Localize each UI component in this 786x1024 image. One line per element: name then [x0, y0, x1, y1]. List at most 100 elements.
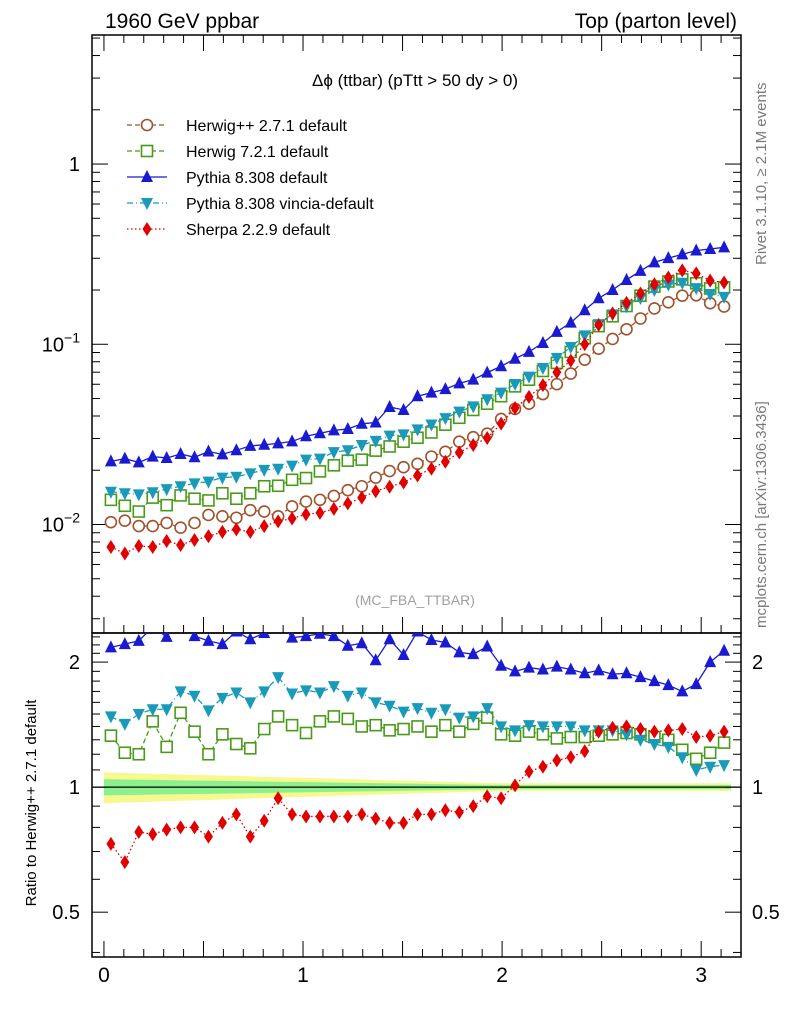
- data-point: [174, 447, 187, 460]
- data-point: [146, 519, 160, 533]
- ratio-data-point: [313, 687, 326, 700]
- data-point: [343, 496, 353, 511]
- main-y-tick-label: 10−2: [42, 509, 80, 536]
- data-point: [411, 457, 424, 471]
- ratio-data-point: [104, 711, 117, 724]
- ratio-y-tick-label: 0.5: [52, 902, 80, 924]
- ratio-data-point: [299, 726, 313, 740]
- data-point: [230, 492, 243, 506]
- ratio-data-point: [717, 736, 731, 749]
- ratio-data-point: [369, 697, 382, 710]
- header-process-label: Top (parton level): [575, 10, 737, 33]
- ratio-data-point: [300, 685, 313, 698]
- data-point: [329, 501, 339, 516]
- data-point: [510, 400, 520, 415]
- data-point: [719, 275, 729, 290]
- ratio-data-point: [383, 700, 396, 713]
- ratio-y-tick-label-right: 0.5: [752, 902, 780, 924]
- data-point: [341, 421, 354, 434]
- data-point: [592, 291, 605, 304]
- ratio-data-point: [357, 807, 367, 822]
- ratio-data-point: [134, 824, 144, 839]
- data-point: [676, 247, 689, 260]
- ratio-data-point: [190, 820, 200, 835]
- ratio-data-point: [132, 747, 146, 761]
- ratio-data-point: [677, 722, 687, 737]
- data-point: [675, 289, 689, 302]
- ratio-data-point: [690, 677, 703, 690]
- data-point: [648, 255, 661, 268]
- data-point: [132, 505, 146, 518]
- ratio-data-point: [622, 719, 632, 734]
- ratio-data-point: [341, 712, 355, 726]
- ratio-data-point: [704, 655, 717, 668]
- data-point: [648, 302, 661, 315]
- data-point: [495, 387, 508, 400]
- data-point: [369, 435, 382, 448]
- data-point: [705, 273, 715, 288]
- data-point: [411, 389, 424, 402]
- data-point: [162, 533, 172, 548]
- ratio-data-point: [245, 829, 255, 844]
- data-point: [299, 495, 313, 508]
- data-point: [439, 413, 452, 426]
- ratio-data-point: [522, 660, 535, 673]
- data-point: [662, 251, 675, 264]
- data-point: [299, 471, 313, 485]
- ratio-data-point: [162, 822, 172, 837]
- ratio-data-point: [258, 686, 271, 699]
- data-point: [677, 263, 687, 278]
- data-point: [397, 460, 410, 474]
- data-point: [453, 376, 466, 389]
- data-point: [355, 416, 368, 429]
- data-point: [522, 344, 535, 357]
- data-point: [718, 291, 731, 304]
- ratio-data-point: [371, 811, 381, 826]
- ratio-data-point: [399, 815, 409, 830]
- data-point: [244, 468, 257, 481]
- ratio-data-point: [301, 809, 311, 824]
- data-point: [564, 342, 577, 355]
- data-point: [188, 450, 201, 463]
- data-point: [327, 489, 341, 503]
- data-point: [132, 519, 146, 533]
- ratio-data-point: [522, 720, 535, 733]
- data-point: [634, 312, 647, 325]
- data-point: [257, 505, 271, 518]
- data-point: [538, 378, 548, 393]
- mcplots-reference-label: mcplots.cern.ch [arXiv:1306.3436]: [753, 401, 770, 628]
- data-point: [369, 471, 382, 484]
- ratio-data-point: [132, 633, 145, 646]
- ratio-data-point: [524, 764, 534, 779]
- data-point: [622, 295, 632, 310]
- ratio-data-point: [412, 807, 422, 822]
- data-point: [691, 266, 701, 281]
- ratio-data-point: [481, 639, 494, 652]
- data-point: [245, 524, 255, 539]
- data-point: [286, 434, 299, 447]
- ratio-data-point: [231, 807, 241, 822]
- data-point: [160, 498, 173, 512]
- ratio-series-line: [110, 633, 725, 693]
- data-point: [230, 443, 243, 456]
- data-point: [272, 436, 285, 449]
- data-point: [594, 317, 604, 332]
- ratio-data-point: [690, 764, 703, 777]
- data-point: [258, 437, 271, 450]
- data-point: [425, 385, 438, 398]
- ratio-data-point: [705, 728, 715, 743]
- ratio-data-point: [369, 718, 382, 732]
- legend-label: Pythia 8.308 vincia-default: [186, 196, 374, 213]
- series-pythia-8-308-default: [104, 240, 731, 468]
- data-point: [104, 515, 118, 529]
- ratio-data-point: [704, 761, 717, 774]
- data-point: [454, 445, 464, 460]
- data-point: [467, 401, 480, 414]
- ratio-data-point: [132, 708, 145, 721]
- data-point: [397, 402, 410, 415]
- legend-entry-herwig-7-2-1-default: Herwig 7.2.1 default: [127, 144, 329, 161]
- ratio-data-point: [509, 725, 522, 738]
- data-point: [357, 490, 367, 505]
- ratio-data-point: [453, 645, 466, 658]
- ratio-data-point: [703, 746, 717, 760]
